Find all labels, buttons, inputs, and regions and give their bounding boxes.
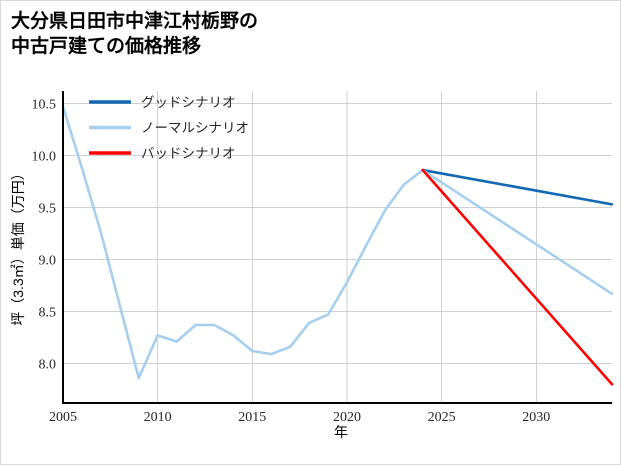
x-tick-labels: 2005 2010 2015 2020 2025 2030 — [49, 410, 550, 425]
series-line-0 — [421, 168, 614, 206]
axis-spines — [62, 91, 612, 404]
legend-label-0: グッドシナリオ — [141, 95, 236, 110]
series-group — [61, 105, 614, 386]
x-tick-label: 2025 — [428, 410, 456, 425]
series-line-1 — [61, 105, 614, 380]
y-tick-labels: 8.0 8.5 9.0 9.5 10.0 10.5 — [32, 97, 57, 372]
y-tick-label: 8.5 — [39, 305, 57, 320]
x-tick-label: 2020 — [333, 410, 361, 425]
y-tick-label: 9.0 — [39, 253, 57, 268]
y-axis-label: 坪（3.3㎡）単価（万円） — [10, 166, 26, 325]
chart-title: 大分県日田市中津江村栃野の 中古戸建ての価格推移 — [11, 11, 259, 57]
y-tick-label: 10.0 — [32, 149, 57, 164]
legend-label-1: ノーマルシナリオ — [141, 121, 249, 136]
series-line-2 — [421, 168, 614, 386]
x-tick-label: 2030 — [522, 410, 550, 425]
x-axis-label: 年 — [334, 424, 348, 440]
y-tick-label: 10.5 — [32, 97, 57, 112]
gridlines-group — [62, 91, 612, 403]
x-tick-label: 2015 — [238, 410, 266, 425]
axis-spine-path — [62, 91, 612, 404]
legend-label-2: バッドシナリオ — [141, 146, 236, 161]
y-tick-label: 9.5 — [39, 201, 57, 216]
y-tick-label: 8.0 — [39, 357, 57, 372]
x-tick-label: 2010 — [144, 410, 172, 425]
x-tick-label: 2005 — [49, 410, 77, 425]
